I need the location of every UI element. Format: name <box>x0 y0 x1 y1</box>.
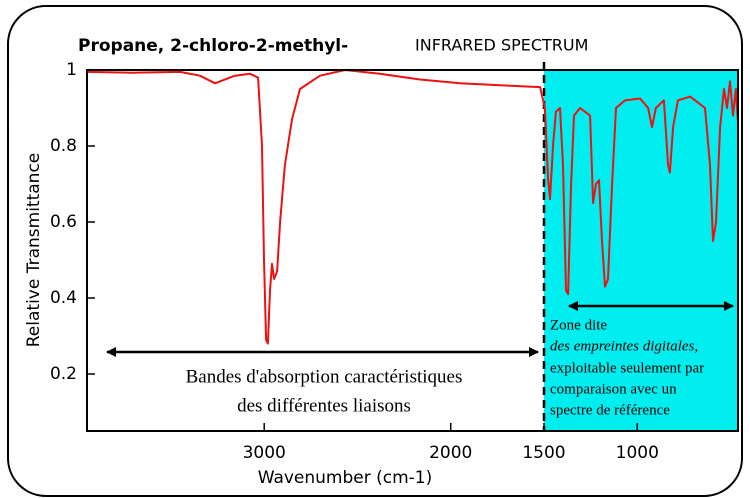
annotation: spectre de référence <box>550 402 670 418</box>
y-tick-label: 0.8 <box>50 136 77 156</box>
x-tick-label: 1500 <box>522 443 565 463</box>
annotation: comparaison avec un <box>550 381 677 397</box>
annotation: Bandes d'absorption caractéristiques <box>186 366 463 387</box>
y-tick-label: 1 <box>66 60 77 80</box>
y-tick-label: 0.4 <box>50 288 77 308</box>
spectrum-line <box>86 69 739 345</box>
annotation: Zone dite <box>550 317 607 333</box>
chart-subtitle: INFRARED SPECTRUM <box>415 36 588 55</box>
y-axis-label: Relative Transmittance <box>24 153 44 348</box>
y-tick-label: 0.2 <box>50 364 77 384</box>
annotation: des différentes liaisons <box>237 395 411 416</box>
plot-frame <box>86 69 739 432</box>
highlight-zone <box>544 70 738 431</box>
chart-title: Propane, 2-chloro-2-methyl- <box>78 36 348 56</box>
annotation: des empreintes digitales, <box>550 338 698 354</box>
x-axis-label: Wavenumber (cm-1) <box>258 468 433 488</box>
x-tick-label: 1000 <box>616 443 659 463</box>
y-tick-label: 0.6 <box>50 212 77 232</box>
x-tick-label: 3000 <box>243 443 286 463</box>
x-tick-label: 2000 <box>429 443 472 463</box>
plot-area <box>86 62 739 432</box>
annotation: exploitable seulement par <box>550 360 704 376</box>
